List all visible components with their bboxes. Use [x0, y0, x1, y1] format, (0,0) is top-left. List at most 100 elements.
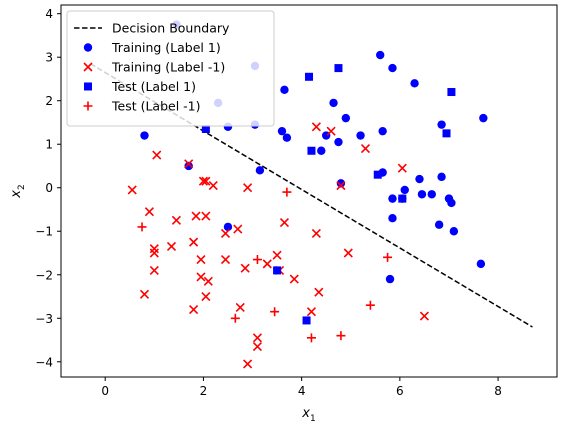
data-point [166, 241, 177, 252]
x-tick-label: 6 [396, 384, 404, 398]
data-point [240, 263, 250, 273]
data-point [326, 126, 336, 136]
data-point [314, 287, 324, 297]
data-point [415, 174, 424, 184]
data-point [201, 291, 211, 302]
data-point [437, 120, 446, 129]
data-point [184, 161, 193, 171]
data-point [189, 237, 199, 247]
series-plus-3 [137, 187, 393, 343]
x-axis-label-sub: 1 [310, 414, 316, 424]
x-tick-label: 8 [494, 384, 502, 398]
data-point [388, 194, 397, 203]
data-point [149, 248, 159, 258]
data-point [235, 302, 245, 312]
data-point [336, 179, 346, 188]
data-point [334, 137, 343, 147]
series-x-1 [127, 122, 429, 369]
x-tick-label: 2 [200, 384, 208, 398]
y-tick-label: 4 [45, 7, 53, 21]
legend-entry: Training (Label -1) [83, 60, 225, 75]
data-point [434, 220, 444, 229]
data-point [383, 252, 393, 262]
data-point [184, 159, 194, 169]
data-point [189, 304, 199, 315]
data-point [302, 316, 311, 325]
data-point [442, 129, 451, 138]
legend-label: Decision Boundary [112, 21, 230, 36]
legend-marker-swatch [84, 82, 92, 91]
data-point [437, 172, 446, 182]
legend-label: Test (Label 1) [111, 79, 196, 94]
y-tick-label: 2 [45, 94, 53, 108]
legend: Decision Boundary Training (Label 1) Train… [66, 10, 275, 127]
data-point [243, 183, 253, 193]
data-point [137, 222, 147, 232]
data-point [149, 265, 159, 275]
data-point [282, 187, 292, 197]
y-axis-label-main: x [9, 190, 24, 199]
series-square-2 [201, 64, 456, 325]
data-point [198, 176, 208, 186]
data-point [373, 170, 382, 179]
data-point [376, 50, 385, 60]
data-point [385, 274, 395, 284]
data-point [280, 85, 289, 95]
legend-label: Training (Label -1) [111, 60, 225, 75]
data-point [410, 79, 419, 88]
data-point [255, 166, 265, 175]
y-tick-label: 1 [45, 138, 53, 152]
data-point [306, 333, 316, 343]
data-point [307, 146, 316, 155]
x-tick-label: 4 [298, 384, 306, 398]
data-point [419, 311, 429, 321]
y-tick-label: 3 [45, 51, 53, 65]
data-point [252, 341, 263, 352]
data-point [191, 211, 201, 221]
data-point [317, 146, 326, 155]
y-axis-label: x2 [9, 184, 27, 198]
data-point [388, 63, 397, 73]
data-point [334, 64, 343, 73]
legend-entry: Decision Boundary [74, 21, 230, 36]
y-tick-label: −4 [35, 355, 53, 369]
data-point [223, 222, 233, 232]
data-point [400, 185, 409, 195]
data-point [273, 266, 282, 275]
data-point [336, 331, 346, 341]
legend-label: Test (Label -1) [111, 99, 201, 114]
data-point [311, 228, 321, 238]
data-point [152, 150, 162, 160]
data-point [262, 259, 272, 269]
legend-marker-swatch [83, 43, 93, 52]
data-point [270, 307, 280, 317]
y-tick-label: −2 [35, 268, 53, 282]
data-point [417, 190, 427, 199]
data-point [336, 180, 346, 191]
data-point [201, 211, 211, 221]
data-point [282, 133, 292, 142]
legend-entry: Test (Label 1) [84, 79, 196, 94]
data-point [449, 227, 459, 236]
legend-entry: Training (Label 1) [83, 40, 221, 55]
data-point [476, 259, 486, 269]
y-tick-label: −1 [35, 225, 53, 239]
data-point [279, 217, 290, 228]
data-point [360, 144, 371, 154]
legend-marker-swatch [83, 101, 93, 111]
y-tick-label: 0 [45, 181, 53, 195]
data-point [305, 72, 313, 81]
legend-label: Training (Label 1) [111, 40, 221, 55]
data-point [252, 255, 262, 265]
data-point [139, 289, 150, 299]
data-point [365, 300, 375, 310]
data-point [252, 333, 263, 343]
x-axis-label: x1 [301, 406, 315, 424]
data-point [230, 313, 240, 323]
y-axis-label-sub: 2 [17, 184, 27, 190]
data-point [220, 228, 231, 238]
ticks-layer: 0 2 4 6 8 −4 −3 −2 −1 0 1 2 3 4 [35, 7, 502, 398]
data-point [208, 180, 218, 191]
